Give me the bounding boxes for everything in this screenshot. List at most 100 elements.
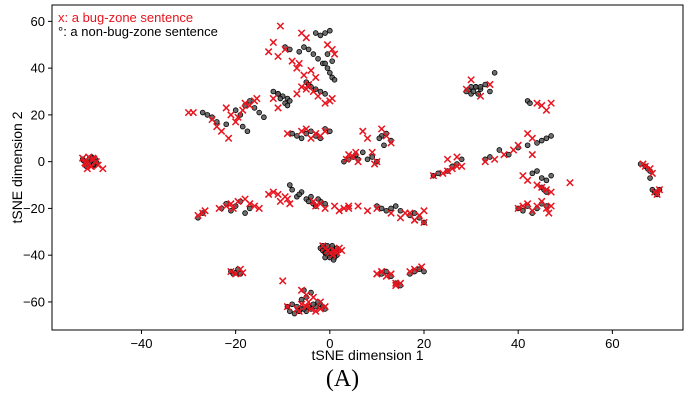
- bug-zone-point: [311, 307, 320, 316]
- bug-zone-point: [295, 307, 303, 316]
- non-bug-zone-point: [289, 186, 295, 193]
- bug-zone-point: [302, 125, 311, 133]
- bug-zone-point: [302, 85, 311, 93]
- bug-zone-point: [316, 305, 325, 313]
- non-bug-zone-point: [491, 70, 498, 76]
- legend-entry-non-bug-zone: °: a non-bug-zone sentence: [58, 24, 218, 39]
- non-bug-zone-point: [244, 128, 251, 135]
- x-tick-label: 0: [326, 336, 333, 351]
- non-bug-zone-point: [324, 65, 331, 71]
- bug-zone-point: [387, 209, 395, 217]
- bug-zone-point: [410, 265, 419, 273]
- bug-zone-point: [533, 99, 541, 107]
- non-bug-zone-point: [289, 130, 295, 137]
- non-bug-zone-point: [359, 149, 366, 156]
- bug-zone-point: [227, 200, 235, 208]
- non-bug-zone-point: [204, 112, 211, 118]
- bug-zone-point: [344, 150, 353, 159]
- bug-zone-point: [227, 111, 235, 119]
- bug-zone-point: [302, 34, 311, 42]
- bug-zone-point: [467, 76, 475, 84]
- non-bug-zone-point: [275, 91, 281, 97]
- y-tick-label: −60: [23, 294, 45, 309]
- bug-zone-point: [311, 73, 320, 82]
- bug-zone-point: [217, 127, 226, 135]
- non-bug-zone-point: [524, 142, 531, 149]
- non-bug-zone-point: [529, 170, 536, 177]
- non-bug-zone-point: [305, 198, 312, 205]
- bug-zone-point: [453, 162, 461, 171]
- bug-zone-point: [293, 64, 301, 72]
- x-axis-ticks: −40 −20 0 20 40 60: [130, 330, 620, 351]
- legend: x: a bug-zone sentence °: a non-bug-zone…: [58, 10, 218, 39]
- non-bug-zone-point: [287, 182, 293, 188]
- bug-zone-point: [363, 207, 372, 215]
- bug-zone-point: [283, 129, 292, 138]
- non-bug-zone-point: [329, 58, 335, 64]
- bug-zone-point: [377, 267, 386, 276]
- non-bug-zone-point: [473, 84, 479, 90]
- bug-zone-point: [283, 302, 292, 311]
- bug-zone-point: [241, 99, 249, 107]
- bug-zone-point: [328, 94, 336, 103]
- x-tick-label: −40: [130, 336, 152, 351]
- non-bug-zone-point: [312, 30, 319, 36]
- bug-zone-point: [514, 204, 522, 213]
- bug-zone-point: [406, 267, 414, 276]
- bug-zone-point: [655, 185, 664, 194]
- x-tick-label: −20: [225, 336, 247, 351]
- y-tick-label: −20: [23, 201, 45, 216]
- bug-zone-point: [500, 150, 508, 159]
- bug-zone-point: [84, 153, 93, 161]
- bug-zone-point: [547, 188, 555, 196]
- bug-zone-point: [288, 57, 296, 65]
- non-bug-zone-point: [322, 30, 328, 36]
- bug-zone-point: [359, 127, 367, 135]
- non-bug-zone-point: [527, 100, 533, 107]
- bug-zone-point: [309, 293, 318, 301]
- y-axis-ticks: −60 −40 −20 0 20 40 60: [23, 14, 52, 309]
- bug-zone-point: [276, 22, 285, 30]
- bug-zone-point: [653, 190, 661, 199]
- non-bug-zone-point: [327, 128, 333, 135]
- non-bug-zone-point: [548, 133, 554, 139]
- bug-zone-point: [476, 92, 485, 100]
- bug-zone-point: [333, 249, 341, 257]
- bug-zone-point: [283, 195, 292, 203]
- y-axis-label: tSNE dimension 2: [9, 111, 25, 223]
- bug-zone-point: [201, 207, 209, 215]
- bug-zone-point: [208, 115, 216, 124]
- non-bug-zone-point: [487, 88, 493, 95]
- bug-zone-point: [337, 246, 346, 255]
- non-bug-zone-point: [543, 177, 550, 184]
- bug-zone-point: [453, 153, 461, 161]
- bug-zone-point: [486, 80, 494, 89]
- bug-zone-point: [481, 157, 489, 166]
- non-bug-zone-point: [317, 32, 324, 39]
- non-bug-zone-point: [199, 109, 206, 116]
- non-bug-zone-point: [310, 51, 317, 57]
- bug-zone-point: [255, 204, 263, 213]
- bug-zone-point: [420, 218, 428, 227]
- non-bug-zone-point: [538, 137, 545, 144]
- bug-zone-point: [538, 183, 546, 192]
- non-bug-zone-point: [378, 205, 385, 212]
- bug-zone-point: [321, 99, 329, 107]
- bug-zone-point: [363, 134, 372, 143]
- bug-zone-point: [542, 204, 551, 213]
- bug-zone-point: [519, 202, 527, 210]
- non-bug-zone-point: [270, 88, 277, 95]
- bug-zone-point: [319, 242, 327, 250]
- bug-zone-point: [234, 113, 242, 121]
- bug-zone-point: [328, 251, 336, 259]
- non-bug-zone-point: [223, 121, 230, 128]
- bug-zone-point: [314, 92, 322, 100]
- y-tick-label: 60: [31, 14, 45, 29]
- bug-zone-point: [387, 139, 395, 147]
- bug-zone-point: [231, 118, 240, 126]
- bug-zone-point: [547, 202, 555, 210]
- non-bug-zone-point: [324, 51, 331, 57]
- non-bug-zone-point: [322, 91, 328, 97]
- bug-zone-point: [542, 106, 551, 114]
- bug-zone-point: [227, 267, 235, 276]
